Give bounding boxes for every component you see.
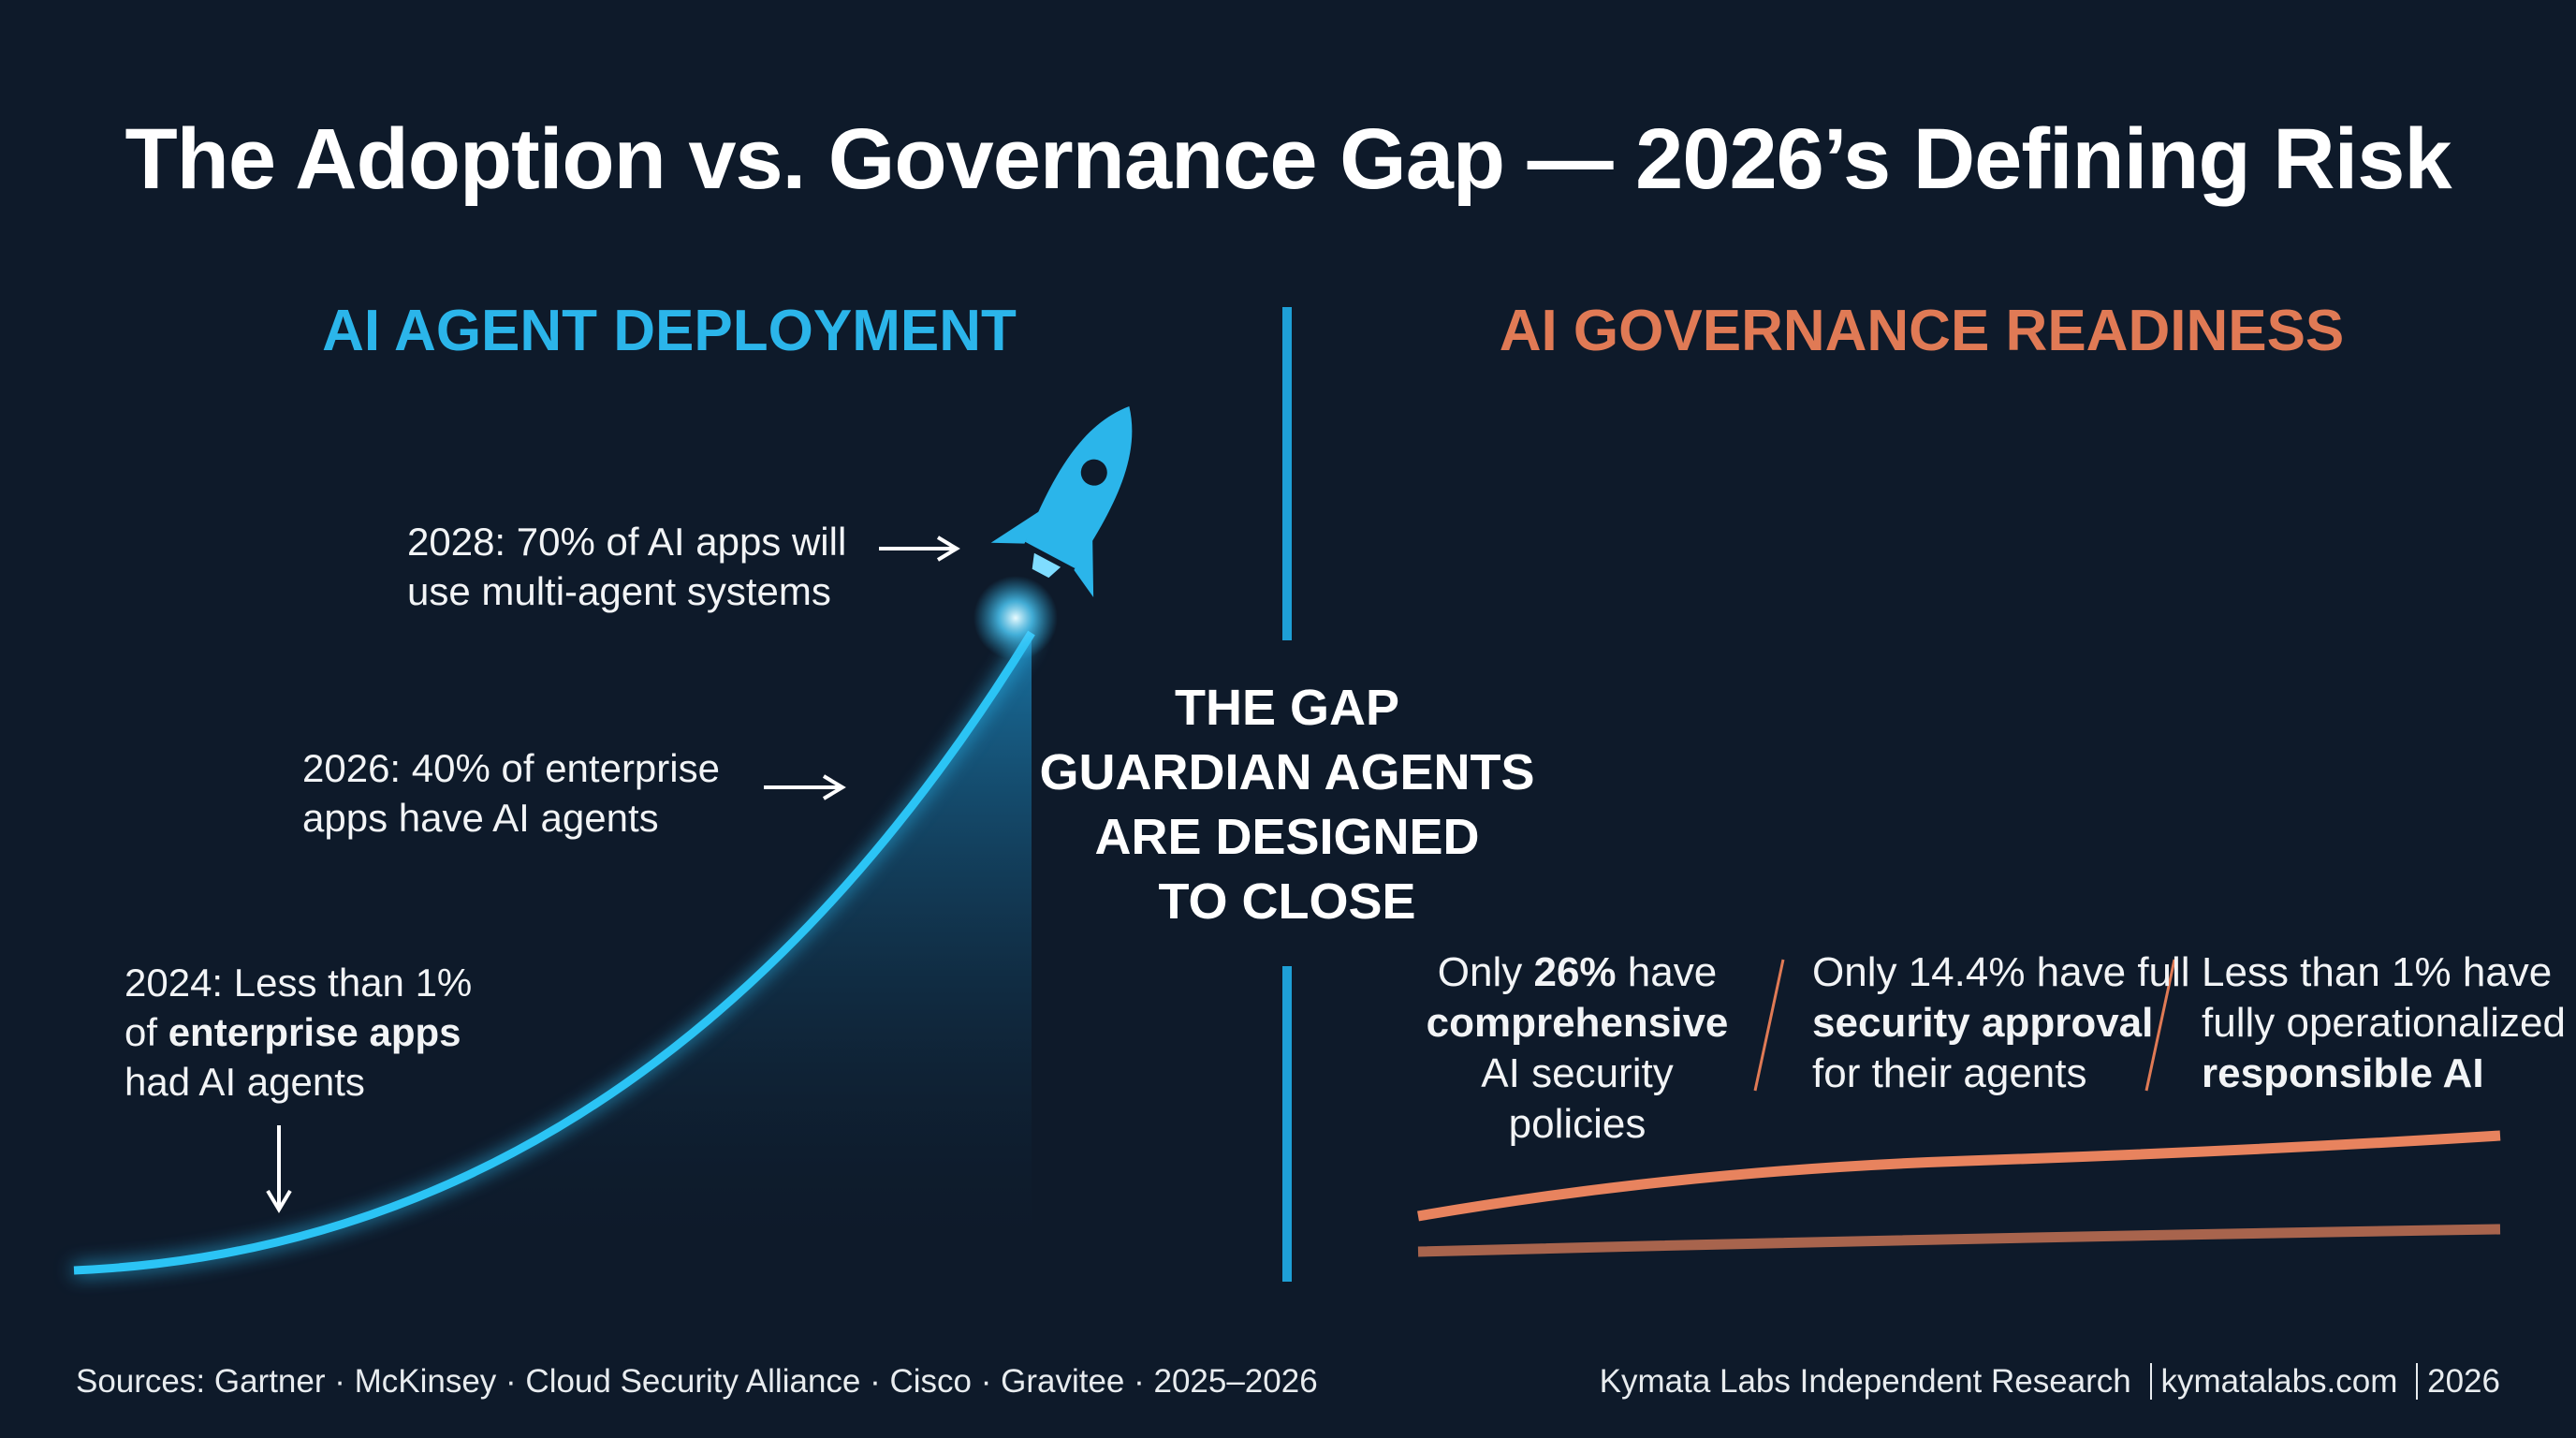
stat-text: Only 14.4% have full — [1812, 949, 2190, 995]
gap-line: GUARDIAN AGENTS — [1039, 744, 1535, 800]
adoption-area — [74, 633, 1032, 1270]
stat-policies: Only 26% have comprehensive AI security … — [1409, 947, 1746, 1150]
footer-org: Kymata Labs Independent Research — [1599, 1363, 2131, 1400]
footer-sources: Sources: Gartner · McKinsey · Cloud Secu… — [76, 1363, 1318, 1400]
gap-line: THE GAP — [1174, 680, 1400, 736]
annotation-line: 2028: 70% of AI apps will — [407, 520, 847, 564]
governance-line-upper — [1417, 1130, 2501, 1222]
rocket-icon — [990, 406, 1133, 597]
stat-text: AI security policies — [1481, 1050, 1674, 1147]
center-divider-top — [1282, 307, 1292, 640]
stat-approval: Only 14.4% have full security approval f… — [1812, 947, 2190, 1099]
annotation-bold: enterprise apps — [168, 1010, 461, 1054]
arrow-2026 — [764, 774, 846, 800]
annotation-2026: 2026: 40% of enterprise apps have AI age… — [302, 743, 720, 843]
annotation-2028: 2028: 70% of AI apps will use multi-agen… — [407, 517, 846, 616]
stat-text: Only — [1437, 949, 1534, 995]
annotation-line: 2026: 40% of enterprise — [302, 746, 720, 790]
deployment-heading: AI AGENT DEPLOYMENT — [322, 299, 1017, 363]
annotation-line: use multi-agent systems — [407, 569, 831, 613]
stat-bold: comprehensive — [1426, 1000, 1729, 1046]
annotation-line: 2024: Less than 1% — [124, 961, 473, 1005]
arrow-2024 — [266, 1125, 292, 1213]
page-title: The Adoption vs. Governance Gap — 2026’s… — [124, 111, 2452, 207]
stat-text: Less than 1% have — [2202, 949, 2553, 995]
footer-site: kymatalabs.com — [2160, 1363, 2398, 1400]
slash-divider — [2144, 959, 2176, 1092]
annotation-line: had AI agents — [124, 1060, 365, 1104]
slash-divider — [1753, 959, 1785, 1092]
stat-responsible-ai: Less than 1% have fully operationalized … — [2202, 947, 2566, 1099]
gap-line: ARE DESIGNED — [1094, 809, 1480, 865]
arrow-2028 — [879, 536, 960, 562]
governance-line-lower — [1417, 1224, 2501, 1257]
adoption-curve — [73, 630, 1035, 1275]
governance-heading: AI GOVERNANCE READINESS — [1499, 299, 2345, 363]
footer-year: 2026 — [2427, 1363, 2500, 1400]
gap-line: TO CLOSE — [1158, 873, 1416, 930]
footer-credit: Kymata Labs Independent Research kymatal… — [1600, 1363, 2500, 1401]
stat-text: for their agents — [1812, 1050, 2087, 1096]
stat-value: 26% — [1533, 949, 1617, 995]
stat-text: fully operationalized — [2202, 1000, 2566, 1046]
center-divider-bottom — [1282, 966, 1292, 1282]
annotation-line: apps have AI agents — [302, 796, 659, 840]
annotation-2024: 2024: Less than 1% of enterprise apps ha… — [124, 958, 472, 1107]
stat-text: have — [1616, 949, 1718, 995]
rocket-exhaust-glow — [973, 576, 1058, 660]
stat-bold: responsible AI — [2202, 1050, 2484, 1096]
gap-label: THE GAP GUARDIAN AGENTS ARE DESIGNED TO … — [1006, 676, 1568, 934]
annotation-text: of — [124, 1010, 168, 1054]
stat-bold: security approval — [1812, 1000, 2154, 1046]
